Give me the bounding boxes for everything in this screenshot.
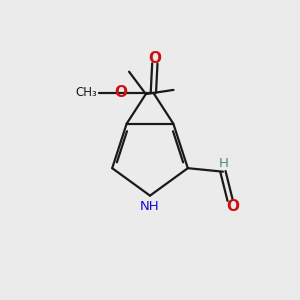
Text: O: O — [114, 85, 127, 100]
Text: O: O — [226, 199, 239, 214]
Text: O: O — [148, 51, 161, 66]
Text: CH₃: CH₃ — [76, 86, 98, 99]
Text: NH: NH — [140, 200, 160, 213]
Text: H: H — [219, 157, 229, 170]
